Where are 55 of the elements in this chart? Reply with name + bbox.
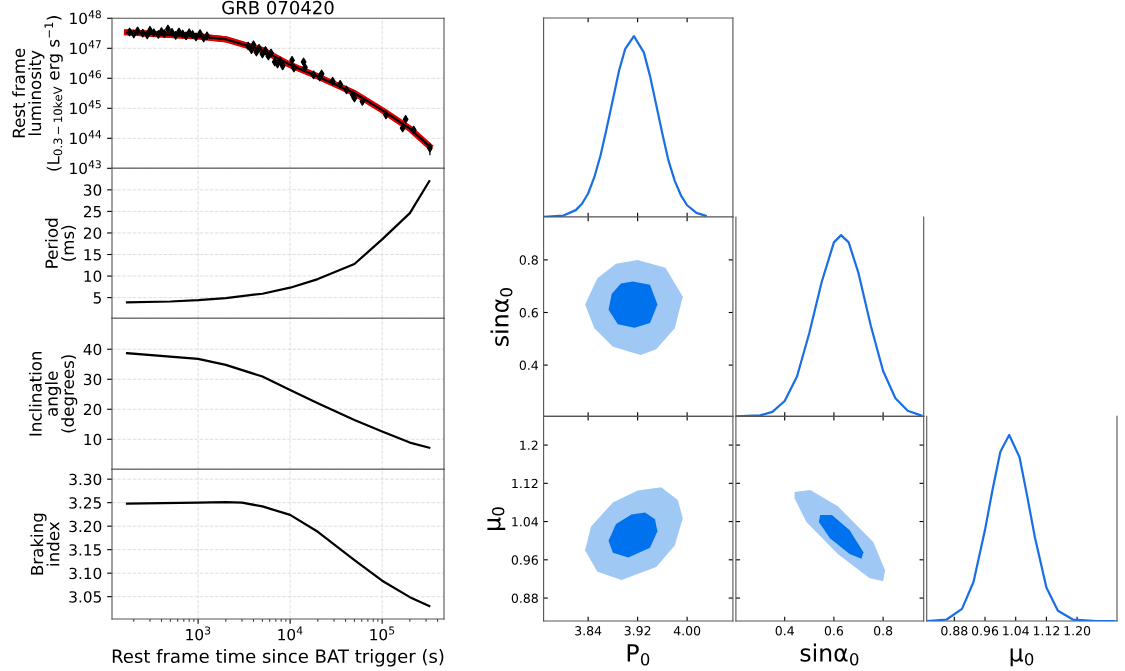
y-tick-label: 10$^{43}$ [70,160,101,175]
y-tick-label: 3.15 [69,544,101,556]
x-tick-label: 1.20 [1064,626,1091,636]
x-tick-label: 10$^{5}$ [370,626,395,641]
text: Rest frame luminosity (L$_{0.3−10keV}$ erg s$^{−1}$) [12,16,63,171]
y-axis-title: Braking index [30,513,60,575]
x-tick-label: 10$^{4}$ [278,626,303,641]
y-axis-title: Period (ms) [45,218,77,268]
x-tick-label: 1.12 [1033,626,1060,636]
x-tick-label: 0.4 [775,626,794,636]
y-tick-label: 0.4 [519,360,539,371]
y-tick-label: 10 [84,433,102,446]
y-tick-label: 10 [84,270,102,283]
x-tick-label: 1.04 [1003,626,1029,636]
y-tick-label: 40 [83,343,102,356]
y-tick-label: 10$^{47}$ [70,40,101,55]
y-tick-label: 1.2 [520,440,538,450]
y-tick-label: 20 [83,403,102,416]
y-tick-label: 3.25 [69,497,101,509]
x-tick-label: 3.84 [575,626,602,636]
y-tick-label: 10$^{44}$ [70,130,102,145]
y-tick-label: 0.88 [511,593,538,603]
y-tick-label: 0.96 [511,555,538,565]
y-tick-label: 3.20 [69,520,102,533]
y-tick-label: 10$^{45}$ [70,100,101,115]
x-tick-label: 0.88 [941,626,968,636]
y-tick-label: 10$^{48}$ [70,10,101,25]
x-axis-title: μ$_{0}$ [1010,648,1034,667]
y-axis-title: μ$_{0}$ [487,507,506,530]
x-tick-label: 0.8 [873,626,893,636]
y-tick-label: 0.6 [519,307,538,318]
x-axis-title: P$_{0}$ [627,644,650,666]
y-tick-label: 0.8 [519,255,538,265]
y-tick-label: 30 [84,184,102,196]
y-tick-label: 3.05 [69,591,101,603]
x-axis-title: Rest frame time since BAT trigger (s) [112,649,444,667]
x-tick-label: 4.00 [673,626,701,636]
chart-title: GRB 070420 [222,0,334,15]
y-tick-label: 3.10 [69,567,102,580]
y-axis-title: Inclination angle (degrees) [28,351,78,436]
y-tick-label: 10$^{46}$ [70,70,102,85]
y-tick-label: 1.12 [512,478,538,489]
y-tick-label: 25 [83,205,101,218]
x-tick-label: 3.92 [624,626,651,636]
y-tick-label: 5 [93,292,101,304]
y-tick-label: 30 [84,373,102,386]
y-axis-title: sinα$_{0}$ [490,288,513,346]
y-tick-label: 1.04 [512,517,539,527]
y-tick-label: 3.30 [69,473,102,486]
y-tick-label: 20 [83,227,102,239]
x-axis-title: sinα$_{0}$ [800,643,859,666]
y-tick-label: 15 [84,249,101,261]
x-tick-label: 0.96 [971,626,999,636]
x-tick-label: 0.6 [824,626,844,636]
x-tick-label: 10$^{3}$ [186,626,211,641]
